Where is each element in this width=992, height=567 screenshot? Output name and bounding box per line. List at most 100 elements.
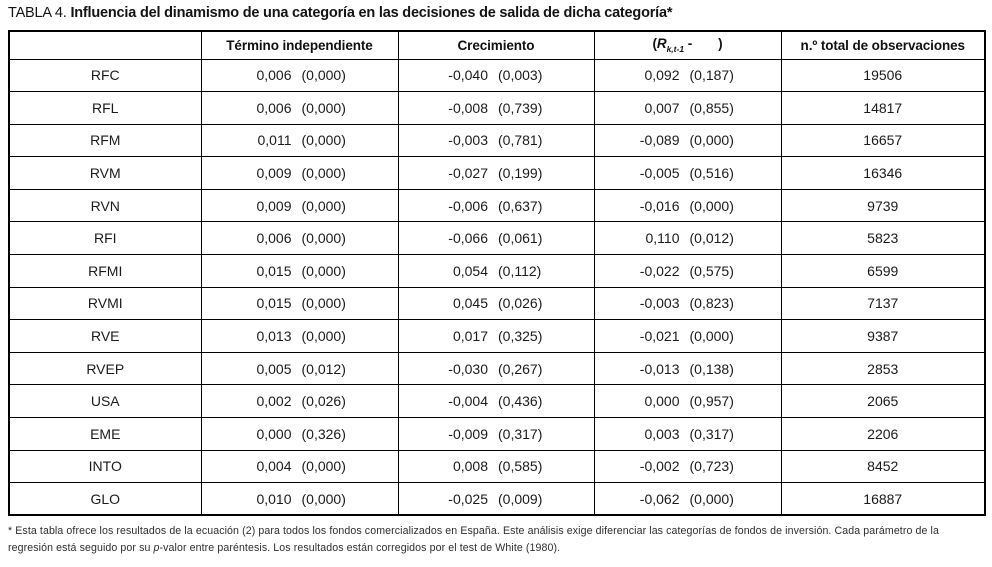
row-label-cell: GLO [8,482,202,516]
table-row: RFM 0,011 (0,000) -0,003 (0,781) -0,089 … [8,123,986,158]
termino-pvalue: (0,000) [301,99,346,116]
crecimiento-cell: -0,040 (0,003) [397,58,595,93]
crecimiento-pvalue: (0,781) [498,132,543,149]
row-label-cell: RVM [8,156,202,190]
table-row: RVE 0,013 (0,000) 0,017 (0,325) -0,021 (… [8,319,986,353]
crecimiento-pvalue: (0,436) [498,393,543,410]
termino-coefficient: 0,002 [256,393,292,410]
retorno-cell: 0,000 (0,957) [593,384,782,419]
termino-pvalue: (0,000) [301,490,346,507]
crecimiento-coefficient: -0,004 [448,393,488,410]
crecimiento-coefficient: -0,003 [448,132,488,149]
retorno-coefficient: 0,003 [644,425,680,442]
termino-cell: 0,015 (0,000) [200,286,399,321]
crecimiento-pvalue: (0,325) [498,328,543,345]
crecimiento-coefficient: 0,054 [452,262,488,279]
crecimiento-coefficient: 0,008 [452,458,488,475]
header-total-observaciones: n.º total de observaciones [780,30,986,60]
termino-coefficient: 0,015 [256,295,292,312]
observaciones-cell: 2206 [780,417,986,451]
footnote-text-post: -valor entre paréntesis. Los resultados … [159,541,561,554]
retorno-pvalue: (0,723) [689,458,734,475]
termino-coefficient: 0,010 [256,490,292,507]
table-row: RVMI 0,015 (0,000) 0,045 (0,026) -0,003 … [8,286,986,321]
observaciones-count: 2206 [867,425,899,442]
table-row: RVEP 0,005 (0,012) -0,030 (0,267) -0,013… [8,351,986,386]
crecimiento-cell: -0,006 (0,637) [397,188,595,223]
observaciones-cell: 9739 [780,188,986,223]
observaciones-count: 6599 [867,262,899,279]
table-row: RFL 0,006 (0,000) -0,008 (0,739) 0,007 (… [8,91,986,125]
row-label-cell: RVN [8,188,202,223]
retorno-pvalue: (0,855) [689,99,734,116]
retorno-pvalue: (0,000) [689,197,734,214]
category-label: RFI [93,230,117,247]
crecimiento-cell: 0,054 (0,112) [397,254,595,288]
row-label-cell: RVMI [8,286,202,321]
termino-pvalue: (0,000) [301,67,346,84]
crecimiento-coefficient: -0,006 [448,197,488,214]
crecimiento-pvalue: (0,739) [498,99,543,116]
retorno-coefficient: -0,062 [639,490,680,507]
table-row: RFMI 0,015 (0,000) 0,054 (0,112) -0,022 … [8,254,986,288]
crecimiento-coefficient: 0,045 [452,295,488,312]
table-row: USA 0,002 (0,026) -0,004 (0,436) 0,000 (… [8,384,986,419]
termino-cell: 0,011 (0,000) [200,123,399,158]
observaciones-count: 9387 [867,328,899,345]
retorno-coefficient: -0,013 [639,360,680,377]
table-row: RVM 0,009 (0,000) -0,027 (0,199) -0,005 … [8,156,986,190]
retorno-cell: -0,002 (0,723) [593,449,782,484]
retorno-cell: 0,092 (0,187) [593,58,782,93]
retorno-coefficient: 0,092 [644,67,680,84]
termino-pvalue: (0,000) [301,458,346,475]
termino-pvalue: (0,026) [301,393,346,410]
termino-pvalue: (0,000) [301,328,346,345]
retorno-cell: 0,003 (0,317) [593,417,782,451]
termino-cell: 0,009 (0,000) [200,156,399,190]
crecimiento-coefficient: -0,027 [448,165,488,182]
row-label-cell: EME [8,417,202,451]
table-row: GLO 0,010 (0,000) -0,025 (0,009) -0,062 … [8,482,986,516]
observaciones-count: 7137 [867,295,899,312]
retorno-cell: -0,021 (0,000) [593,319,782,353]
observaciones-count: 16887 [863,490,903,507]
retorno-pvalue: (0,187) [689,67,734,84]
header-crecimiento: Crecimiento [397,30,595,60]
termino-pvalue: (0,000) [301,295,346,312]
termino-cell: 0,002 (0,026) [200,384,399,419]
category-label: RFMI [88,262,123,279]
termino-cell: 0,006 (0,000) [200,58,399,93]
retorno-cell: -0,089 (0,000) [593,123,782,158]
retorno-coefficient: 0,000 [644,393,680,410]
crecimiento-coefficient: -0,066 [448,230,488,247]
retorno-pvalue: (0,957) [689,393,734,410]
termino-cell: 0,005 (0,012) [200,351,399,386]
crecimiento-coefficient: 0,017 [452,328,488,345]
observaciones-count: 14817 [863,99,903,116]
category-label: EME [90,425,121,442]
table-caption: Influencia del dinamismo de una categorí… [70,5,673,21]
row-label-cell: INTO [8,449,202,484]
termino-pvalue: (0,000) [301,230,346,247]
table-row: RVN 0,009 (0,000) -0,006 (0,637) -0,016 … [8,188,986,223]
termino-coefficient: 0,006 [256,230,292,247]
crecimiento-coefficient: -0,008 [448,99,488,116]
termino-pvalue: (0,000) [301,197,346,214]
observaciones-cell: 16657 [780,123,986,158]
row-label-cell: USA [8,384,202,419]
observaciones-cell: 6599 [780,254,986,288]
retorno-subscript: k,t-1 [666,44,685,55]
retorno-pvalue: (0,012) [689,230,734,247]
retorno-coefficient: -0,022 [639,262,680,279]
termino-pvalue: (0,000) [301,132,346,149]
termino-coefficient: 0,005 [256,360,292,377]
category-label: RVM [89,165,121,182]
retorno-pvalue: (0,000) [689,328,734,345]
observaciones-cell: 2065 [780,384,986,419]
termino-pvalue: (0,000) [301,262,346,279]
retorno-cell: 0,110 (0,012) [593,221,782,256]
termino-coefficient: 0,006 [256,99,292,116]
observaciones-cell: 16346 [780,156,986,190]
crecimiento-cell: -0,009 (0,317) [397,417,595,451]
retorno-dash: - [684,36,693,52]
